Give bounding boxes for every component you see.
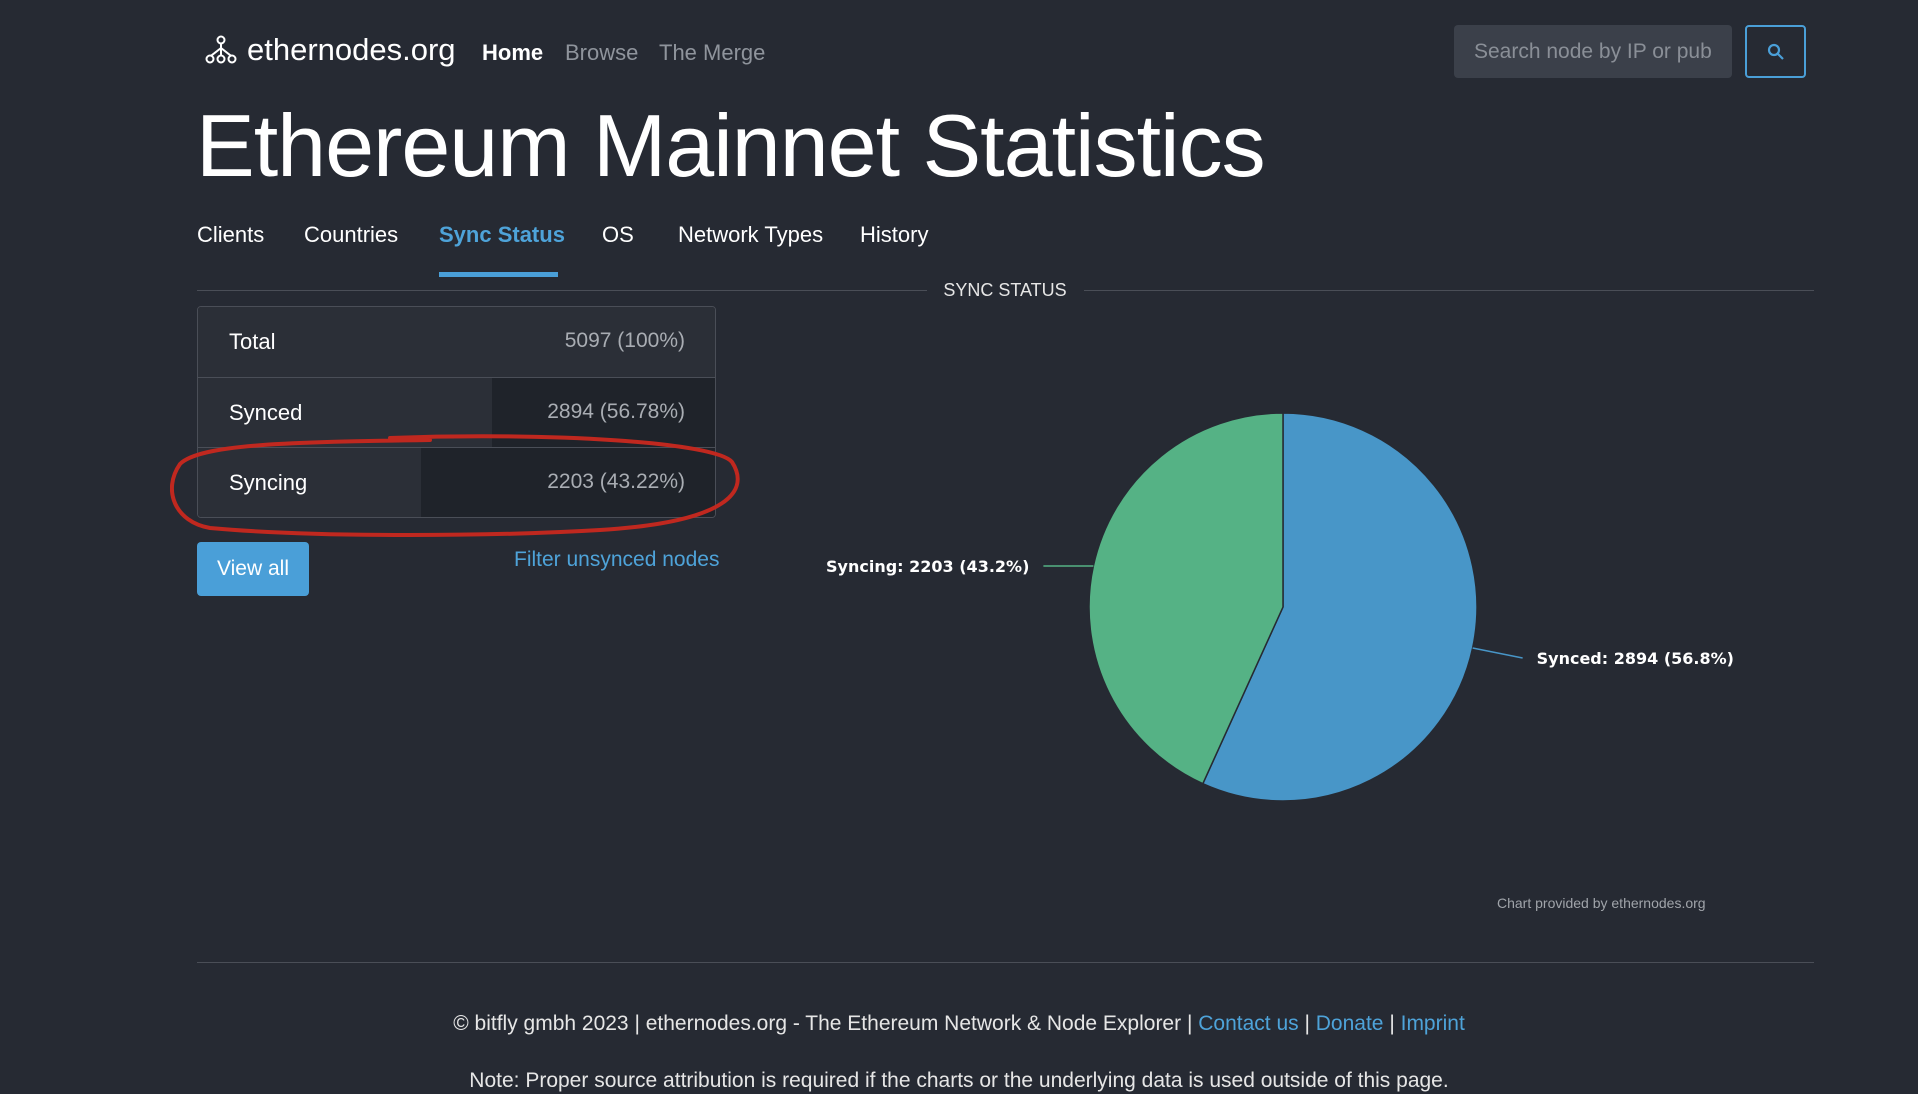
- donate-link[interactable]: Donate: [1315, 1012, 1384, 1035]
- nav-the-merge-link[interactable]: The Merge: [659, 40, 766, 65]
- sync-stats-table: Total 5097 (100%) Synced 2894 (56.78%) S…: [197, 306, 716, 518]
- nav-browse-link[interactable]: Browse: [565, 40, 639, 65]
- stat-row-synced: Synced 2894 (56.78%): [198, 377, 715, 447]
- pie-label-synced: Synced: 2894 (56.8%): [1537, 649, 1734, 668]
- filter-unsynced-link[interactable]: Filter unsynced nodes: [514, 548, 720, 571]
- imprint-link[interactable]: Imprint: [1400, 1012, 1465, 1035]
- tab-history[interactable]: History: [860, 222, 929, 247]
- stat-bar: [198, 307, 715, 377]
- stat-value: 5097 (100%): [564, 329, 685, 352]
- stat-row-total: Total 5097 (100%): [198, 307, 715, 377]
- section-divider-right: [1084, 290, 1814, 291]
- network-nodes-icon: [205, 35, 237, 64]
- pie-slice-syncing[interactable]: [1088, 412, 1284, 785]
- footer-copyright: © bitfly gmbh 2023 | ethernodes.org - Th…: [453, 1012, 1193, 1035]
- tab-sync-status[interactable]: Sync Status: [439, 222, 565, 247]
- tab-clients[interactable]: Clients: [197, 222, 265, 247]
- section-divider-left: [197, 290, 927, 291]
- stat-value: 2203 (43.22%): [547, 470, 685, 493]
- stat-label: Synced: [229, 400, 303, 425]
- contact-link[interactable]: Contact us: [1198, 1012, 1299, 1035]
- stat-label: Total: [229, 329, 276, 354]
- tab-os[interactable]: OS: [602, 222, 634, 247]
- stat-row-syncing: Syncing 2203 (43.22%): [198, 447, 715, 517]
- navbar: ethernodes.org Home Browse The Merge: [0, 0, 1918, 104]
- search-button[interactable]: [1745, 25, 1806, 78]
- brand-name: ethernodes.org: [247, 32, 456, 67]
- footer-note: Note: Proper source attribution is requi…: [469, 1069, 1449, 1092]
- search-icon: [1767, 43, 1784, 60]
- nav-home-link[interactable]: Home: [482, 40, 544, 65]
- pie-leader-line: [1472, 647, 1523, 659]
- page-title: Ethereum Mainnet Statistics: [196, 96, 1266, 195]
- footer-divider: [197, 962, 1814, 963]
- tab-countries[interactable]: Countries: [304, 222, 399, 247]
- brand-logo[interactable]: ethernodes.org: [205, 32, 456, 68]
- sync-status-pie-chart: Synced: 2894 (56.8%) Syncing: 2203 (43.2%…: [826, 412, 1734, 802]
- pie-label-syncing: Syncing: 2203 (43.2%): [826, 557, 1029, 576]
- footer: © bitfly gmbh 2023 | ethernodes.org - Th…: [453, 1012, 1465, 1035]
- active-tab-indicator: [439, 272, 558, 277]
- chart-credit: Chart provided by ethernodes.org: [1497, 895, 1706, 911]
- tab-network-types[interactable]: Network Types: [678, 222, 824, 247]
- section-title: SYNC STATUS: [943, 280, 1067, 300]
- search-input[interactable]: [1454, 25, 1732, 78]
- stat-label: Syncing: [229, 470, 308, 495]
- view-all-button[interactable]: View all: [197, 542, 309, 596]
- stat-value: 2894 (56.78%): [547, 400, 685, 423]
